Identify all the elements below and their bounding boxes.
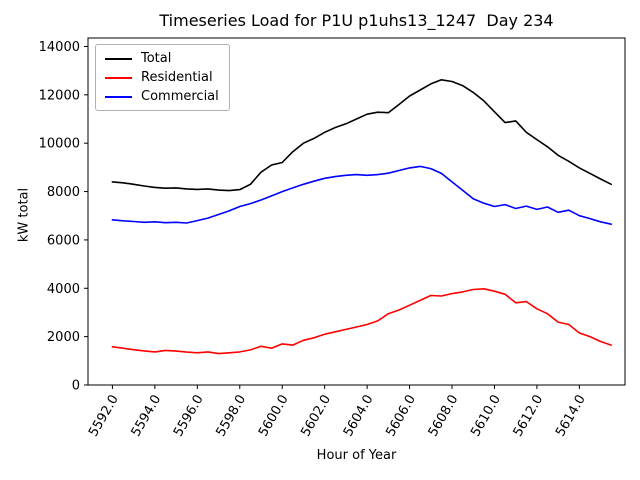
legend-label: Residential (141, 70, 213, 85)
y-tick-label: 2000 (47, 330, 80, 345)
legend-row-commercial: Commercial (105, 89, 219, 104)
y-tick-label: 0 (72, 379, 80, 394)
x-axis-label: Hour of Year (316, 448, 397, 463)
x-tick-label: 5606.0 (383, 393, 419, 440)
y-tick-label: 12000 (39, 88, 80, 103)
x-tick-label: 5614.0 (553, 393, 589, 440)
legend-line-sample (105, 76, 132, 79)
y-tick-label: 14000 (39, 40, 80, 55)
y-tick-label: 10000 (39, 137, 80, 152)
x-tick-label: 5602.0 (298, 393, 334, 440)
axes-frame (87, 37, 626, 386)
y-axis-label: kW total (16, 187, 32, 243)
chart-title: Timeseries Load for P1U p1uhs13_1247 Day… (159, 11, 554, 30)
x-tick-label: 5608.0 (426, 393, 462, 440)
y-tick-label: 6000 (47, 233, 80, 248)
legend-row-residential: Residential (105, 70, 219, 85)
y-tick-label: 8000 (47, 185, 80, 200)
legend-label: Total (141, 51, 172, 66)
legend: Total Residential Commercial (95, 44, 230, 111)
legend-row-total: Total (105, 51, 219, 66)
y-tick-label: 4000 (47, 282, 80, 297)
legend-label: Commercial (141, 89, 219, 104)
x-tick-label: 5594.0 (129, 393, 165, 440)
x-tick-label: 5610.0 (468, 393, 504, 440)
legend-line-sample (105, 95, 132, 98)
x-tick-label: 5604.0 (341, 393, 377, 440)
x-tick-label: 5598.0 (213, 393, 249, 440)
legend-line-sample (105, 57, 132, 60)
x-tick-label: 5600.0 (256, 393, 292, 440)
series-line-residential (111, 287, 613, 355)
series-line-total (111, 79, 613, 192)
x-tick-label: 5596.0 (171, 393, 207, 440)
x-tick-label: 5612.0 (511, 393, 547, 440)
x-tick-label: 5592.0 (86, 393, 122, 440)
series-line-commercial (111, 165, 613, 225)
